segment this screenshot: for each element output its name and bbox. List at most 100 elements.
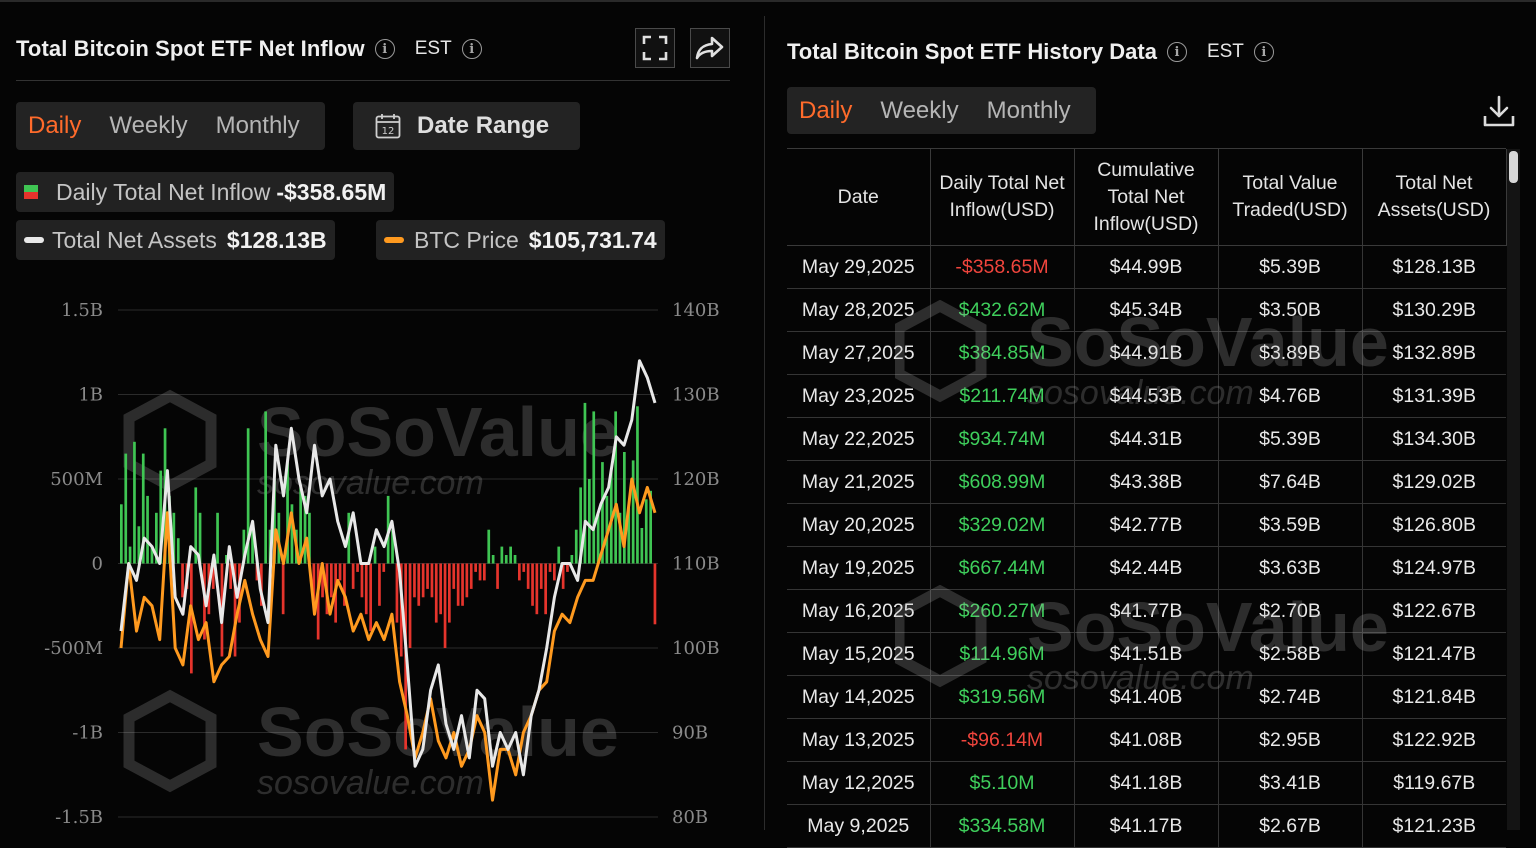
inflow-bar [408,563,412,648]
net-assets-stat: Total Net Assets $128.13B [16,220,335,260]
col-header-value-traded[interactable]: Total Value Traded(USD) [1217,149,1363,246]
inflow-bar [627,507,631,564]
date-range-button[interactable]: 12 Date Range [353,102,580,150]
table-row[interactable]: May 19,2025 $667.44M $42.44B $3.63B $124.97B [787,546,1506,590]
table-row[interactable]: May 22,2025 $934.74M $44.31B $5.39B $134.30B [787,417,1506,461]
title-separator [16,80,730,81]
share-button[interactable] [690,28,730,68]
cell-net-assets: $126.80B [1362,503,1506,547]
scrollbar-thumb[interactable] [1509,151,1518,183]
history-title-row: Total Bitcoin Spot ETF History Data i ES… [787,35,1274,69]
inflow-bar [640,528,644,564]
tab-daily[interactable]: Daily [799,96,853,124]
inflow-bar [128,546,132,564]
table-row[interactable]: May 29,2025 -$358.65M $44.99B $5.39B $128.13… [787,245,1506,289]
table-row[interactable]: May 20,2025 $329.02M $42.77B $3.59B $126.80B [787,503,1506,547]
table-row[interactable]: May 13,2025 -$96.14M $41.08B $2.95B $122.92B [787,718,1506,762]
cell-date: May 13,2025 [787,718,931,762]
cell-value-traded: $3.50B [1218,288,1363,332]
daily-inflow-value: -$358.65M [276,178,387,205]
fullscreen-icon [642,35,668,61]
inflow-bar [561,563,565,589]
table-row[interactable]: May 16,2025 $260.27M $41.77B $2.70B $122.67B [787,589,1506,633]
y-right-tick-label: 80B [672,807,708,828]
inflow-bar [303,495,307,564]
inflow-bar [465,563,469,598]
table-row[interactable]: May 27,2025 $384.85M $44.91B $3.89B $132.89B [787,331,1506,375]
btc-price-stat: BTC Price $105,731.74 [376,220,665,260]
inflow-bar [631,460,635,564]
net-assets-line [119,359,657,777]
col-header-net-assets[interactable]: Total Net Assets(USD) [1361,149,1507,246]
inflow-bar [172,512,176,564]
inflow-bar [378,563,381,606]
watermark-brand: SoSoValue [257,393,619,471]
inflow-chart[interactable]: 1.5B 1B 500M 0 -500M -1B -1.5B 140B 130B 120B 110B… [0,290,740,830]
inflow-bar [176,538,180,564]
info-icon[interactable]: i [374,39,395,59]
y-right-tick-label: 120B [672,469,720,490]
inflow-bar [281,563,285,615]
cell-cumulative-inflow: $45.34B [1074,288,1219,332]
inflow-bar [548,563,552,572]
inflow-bar [539,563,543,589]
inflow-bar [448,563,451,623]
table-scrollbar[interactable] [1507,149,1520,830]
tab-monthly[interactable]: Monthly [215,112,300,139]
tab-weekly[interactable]: Weekly [880,96,959,124]
inflow-bar [618,512,622,564]
cell-net-assets: $119.67B [1362,761,1506,805]
inflow-bar [535,563,539,615]
timezone-label: EST [414,38,452,59]
timezone-info-icon[interactable]: i [1253,42,1274,62]
timezone-info-icon[interactable]: i [461,39,482,59]
inflow-bar [417,563,421,606]
table-row[interactable]: May 12,2025 $5.10M $41.18B $3.41B $119.67B [787,761,1506,805]
inflow-bar [290,504,294,564]
table-row[interactable]: May 21,2025 $608.99M $43.38B $7.64B $129.02B [787,460,1506,504]
inflow-bar [518,563,521,581]
inflow-bar [605,495,609,564]
inflow-bar [395,563,399,623]
inflow-bar [360,563,364,598]
tab-daily[interactable]: Daily [28,112,82,139]
inflow-bar [190,563,193,674]
fullscreen-button[interactable] [635,28,675,68]
tab-weekly[interactable]: Weekly [109,112,188,139]
col-header-date[interactable]: Date [787,149,931,246]
cell-cumulative-inflow: $44.99B [1074,245,1219,289]
table-header-row: Date Daily Total Net Inflow(USD) Cumulat… [787,149,1507,246]
col-header-cumulative-inflow[interactable]: Cumulative Total Net Inflow(USD) [1073,149,1219,246]
inflow-bar [574,529,578,564]
inflow-bar [452,563,456,589]
cell-cumulative-inflow: $41.51B [1074,632,1219,676]
inflow-bar [246,428,250,564]
cell-net-assets: $134.30B [1362,417,1506,461]
cell-daily-inflow: $114.96M [930,632,1075,676]
inflow-bar [531,563,534,606]
inflow-bar [649,490,652,564]
table-row[interactable]: May 15,2025 $114.96M $41.51B $2.58B $121.47B [787,632,1506,676]
daily-inflow-label: Daily Total Net Inflow [56,178,271,205]
info-icon[interactable]: i [1166,42,1187,62]
cell-cumulative-inflow: $41.17B [1074,804,1219,848]
inflow-bar [557,546,561,564]
watermark-domain: sosovalue.com [257,464,484,502]
table-row[interactable]: May 14,2025 $319.56M $41.40B $2.74B $121.84B [787,675,1506,719]
table-row[interactable]: May 9,2025 $334.58M $41.17B $2.67B $121.23B [787,804,1506,848]
cell-date: May 28,2025 [787,288,931,332]
table-row[interactable]: May 23,2025 $211.74M $44.53B $4.76B $131.39B [787,374,1506,418]
inflow-bar [330,563,333,598]
tab-monthly[interactable]: Monthly [986,96,1071,124]
cell-net-assets: $128.13B [1362,245,1506,289]
cell-date: May 19,2025 [787,546,931,590]
y-left-tick-label: -1B [72,723,103,744]
download-icon[interactable] [1482,94,1516,128]
cell-value-traded: $5.39B [1218,245,1363,289]
table-row[interactable]: May 28,2025 $432.62M $45.34B $3.50B $130.29B [787,288,1506,332]
col-header-daily-inflow[interactable]: Daily Total Net Inflow(USD) [929,149,1075,246]
cell-net-assets: $130.29B [1362,288,1506,332]
inflow-bar [513,555,517,564]
inflow-bar [373,546,377,564]
